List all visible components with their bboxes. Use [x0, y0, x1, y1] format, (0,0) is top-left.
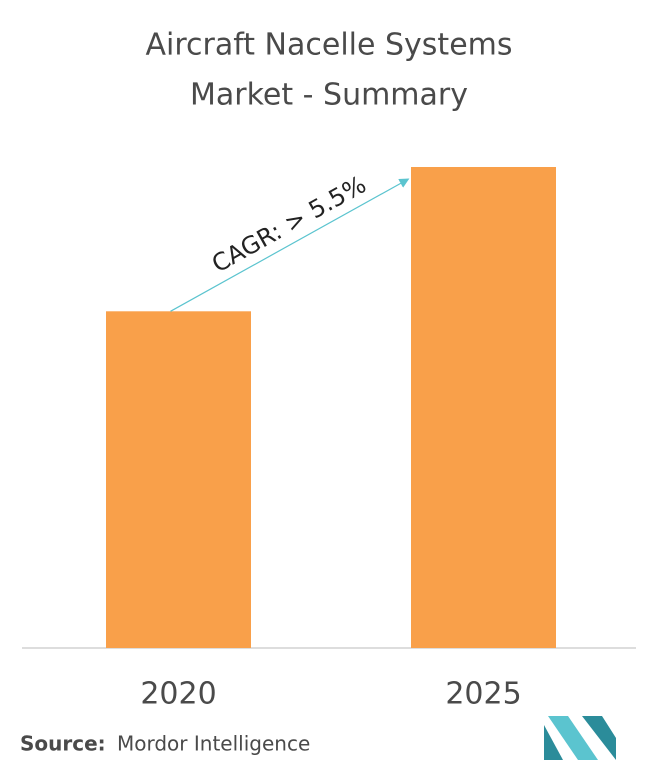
- logo-part: [582, 716, 616, 760]
- chart-title: Market - Summary: [190, 78, 468, 113]
- bar: [411, 167, 556, 648]
- logo-part: [544, 725, 563, 760]
- source-label: Source:: [20, 732, 106, 756]
- source-text: Mordor Intelligence: [117, 732, 310, 756]
- plot: 2020 2025 CAGR: > 5.5%: [106, 167, 556, 712]
- logo: [544, 716, 616, 760]
- annotation: CAGR: > 5.5%: [207, 170, 371, 278]
- x-tick-label: 2025: [445, 677, 521, 712]
- chart-title: Aircraft Nacelle Systems: [145, 28, 512, 63]
- source: Source: Mordor Intelligence: [20, 732, 310, 756]
- logo-part: [548, 716, 598, 760]
- cagr-arrow: [170, 178, 410, 312]
- x-tick-label: 2020: [140, 677, 216, 712]
- bar: [106, 311, 251, 648]
